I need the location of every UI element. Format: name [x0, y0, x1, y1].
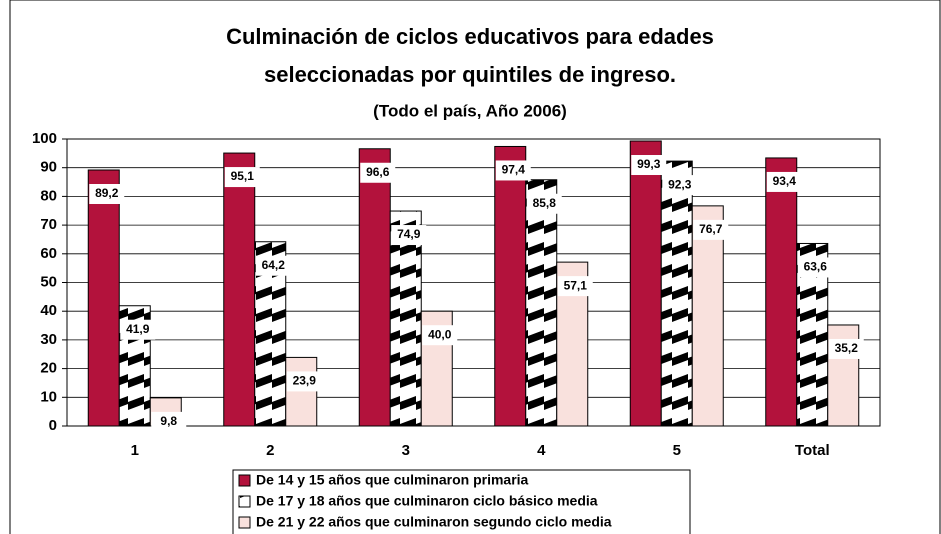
value-label: 96,6	[366, 165, 390, 179]
value-label-box	[766, 171, 802, 192]
y-tick-label: 60	[40, 245, 57, 262]
x-tick-label: 4	[537, 442, 546, 459]
legend-label: De 14 y 15 años que culminaron primaria	[256, 472, 529, 488]
value-label: 41,9	[126, 322, 150, 336]
legend-swatch	[238, 474, 251, 487]
bar	[389, 210, 422, 427]
value-label-box	[151, 411, 187, 432]
x-tick-label: 2	[266, 442, 274, 459]
value-label: 95,1	[231, 169, 255, 183]
value-label-box	[495, 160, 531, 181]
x-tick-label: 1	[131, 442, 139, 459]
value-label: 74,9	[397, 227, 421, 241]
value-label-box	[224, 167, 260, 188]
value-label-box	[360, 162, 396, 183]
chart-title: seleccionadas por quintiles de ingreso.	[264, 62, 676, 87]
value-label-box	[526, 193, 562, 214]
x-tick-label: 5	[673, 442, 681, 459]
bar	[494, 145, 527, 427]
chart-subtitle: (Todo el país, Año 2006)	[373, 101, 567, 120]
value-label: 40,0	[428, 327, 452, 341]
value-label: 76,7	[699, 222, 723, 236]
x-tick-label: 3	[402, 442, 410, 459]
legend-label: De 21 y 22 años que culminaron segundo c…	[256, 514, 612, 530]
y-tick-label: 100	[32, 130, 57, 147]
y-tick-label: 30	[40, 331, 57, 348]
value-label-box	[662, 175, 698, 196]
value-label-box	[120, 319, 156, 340]
y-tick-label: 20	[40, 360, 57, 377]
bar	[285, 356, 318, 427]
legend-label: De 17 y 18 años que culminaron ciclo bás…	[256, 493, 598, 509]
value-label-box	[286, 371, 322, 392]
legend-swatch	[238, 516, 251, 529]
value-label: 63,6	[804, 260, 828, 274]
value-label: 97,4	[502, 163, 526, 177]
value-label-box	[255, 255, 291, 276]
legend-swatch	[238, 495, 251, 508]
y-tick-label: 40	[40, 302, 57, 319]
value-label: 93,4	[773, 174, 797, 188]
value-label-box	[828, 338, 864, 359]
value-label: 99,3	[637, 157, 661, 171]
value-label-box	[422, 325, 458, 346]
value-label-box	[89, 183, 125, 204]
y-tick-label: 90	[40, 159, 57, 176]
bar	[691, 205, 724, 427]
value-label: 92,3	[668, 177, 692, 191]
bar	[87, 169, 120, 427]
value-label-box	[557, 276, 593, 297]
bar	[358, 148, 391, 427]
chart-title: Culminación de ciclos educativos para ed…	[226, 24, 714, 49]
y-tick-label: 0	[49, 417, 57, 434]
value-label-box	[797, 257, 833, 278]
bar	[765, 157, 798, 427]
value-label: 9,8	[160, 414, 177, 428]
value-label: 35,2	[835, 341, 859, 355]
value-label-box	[391, 225, 427, 246]
bar	[223, 152, 256, 427]
value-label: 57,1	[564, 278, 588, 292]
value-label: 64,2	[262, 258, 286, 272]
y-tick-label: 50	[40, 273, 57, 290]
legend-box	[232, 469, 691, 534]
value-label: 89,2	[95, 186, 119, 200]
bar	[660, 160, 693, 427]
value-label-box	[693, 219, 729, 240]
value-label: 23,9	[293, 374, 317, 388]
value-label: 85,8	[533, 196, 557, 210]
x-tick-label: Total	[795, 442, 830, 459]
y-tick-label: 10	[40, 388, 57, 405]
bar	[525, 179, 558, 427]
y-tick-label: 80	[40, 187, 57, 204]
value-label-box	[631, 155, 667, 176]
bar	[629, 140, 662, 427]
y-tick-label: 70	[40, 216, 57, 233]
